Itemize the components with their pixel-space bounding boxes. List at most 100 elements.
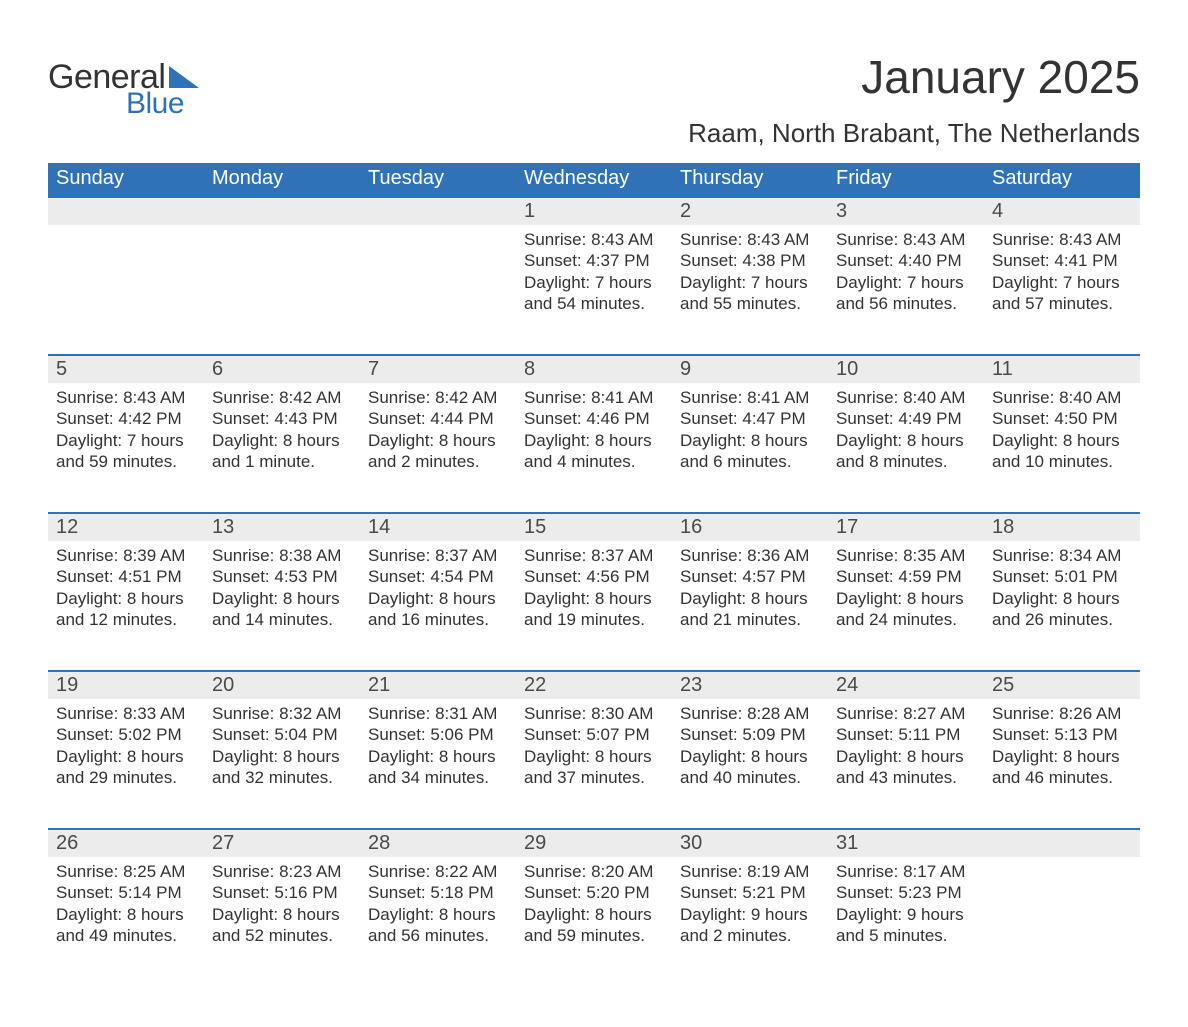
day-content-row: Sunrise: 8:39 AMSunset: 4:51 PMDaylight:… <box>48 541 1140 671</box>
sunset-line: Sunset: 5:21 PM <box>680 882 820 903</box>
daylight-line: Daylight: 8 hours and 46 minutes. <box>992 746 1132 789</box>
daylight-line: Daylight: 8 hours and 12 minutes. <box>56 588 196 631</box>
sunrise-line: Sunrise: 8:28 AM <box>680 703 820 724</box>
daylight-line: Daylight: 8 hours and 26 minutes. <box>992 588 1132 631</box>
sunset-line: Sunset: 4:49 PM <box>836 408 976 429</box>
daylight-line: Daylight: 8 hours and 43 minutes. <box>836 746 976 789</box>
day-content-cell: Sunrise: 8:27 AMSunset: 5:11 PMDaylight:… <box>828 699 984 829</box>
day-content-cell: Sunrise: 8:40 AMSunset: 4:49 PMDaylight:… <box>828 383 984 513</box>
daylight-line: Daylight: 8 hours and 1 minute. <box>212 430 352 473</box>
daylight-line: Daylight: 8 hours and 14 minutes. <box>212 588 352 631</box>
weekday-header-row: Sunday Monday Tuesday Wednesday Thursday… <box>48 163 1140 197</box>
sunrise-line: Sunrise: 8:38 AM <box>212 545 352 566</box>
day-content-cell <box>360 225 516 355</box>
weekday-header: Monday <box>204 163 360 197</box>
sunset-line: Sunset: 5:14 PM <box>56 882 196 903</box>
sunset-line: Sunset: 4:50 PM <box>992 408 1132 429</box>
daylight-line: Daylight: 8 hours and 24 minutes. <box>836 588 976 631</box>
day-content-cell: Sunrise: 8:17 AMSunset: 5:23 PMDaylight:… <box>828 857 984 987</box>
day-number-cell <box>984 829 1140 857</box>
day-content-row: Sunrise: 8:25 AMSunset: 5:14 PMDaylight:… <box>48 857 1140 987</box>
sunrise-line: Sunrise: 8:31 AM <box>368 703 508 724</box>
day-number-cell: 17 <box>828 513 984 541</box>
day-content-cell: Sunrise: 8:40 AMSunset: 4:50 PMDaylight:… <box>984 383 1140 513</box>
sunset-line: Sunset: 5:07 PM <box>524 724 664 745</box>
day-content-cell <box>204 225 360 355</box>
calendar-table: Sunday Monday Tuesday Wednesday Thursday… <box>48 163 1140 987</box>
day-number-cell: 8 <box>516 355 672 383</box>
daylight-line: Daylight: 8 hours and 40 minutes. <box>680 746 820 789</box>
sunrise-line: Sunrise: 8:40 AM <box>992 387 1132 408</box>
sunset-line: Sunset: 4:54 PM <box>368 566 508 587</box>
sunset-line: Sunset: 5:23 PM <box>836 882 976 903</box>
sunset-line: Sunset: 4:47 PM <box>680 408 820 429</box>
day-content-cell: Sunrise: 8:37 AMSunset: 4:56 PMDaylight:… <box>516 541 672 671</box>
day-number-cell: 11 <box>984 355 1140 383</box>
day-content-cell: Sunrise: 8:33 AMSunset: 5:02 PMDaylight:… <box>48 699 204 829</box>
sunrise-line: Sunrise: 8:27 AM <box>836 703 976 724</box>
day-content-cell: Sunrise: 8:41 AMSunset: 4:46 PMDaylight:… <box>516 383 672 513</box>
day-number-cell: 20 <box>204 671 360 699</box>
day-content-cell: Sunrise: 8:43 AMSunset: 4:37 PMDaylight:… <box>516 225 672 355</box>
sunset-line: Sunset: 4:57 PM <box>680 566 820 587</box>
sunrise-line: Sunrise: 8:23 AM <box>212 861 352 882</box>
day-content-cell: Sunrise: 8:19 AMSunset: 5:21 PMDaylight:… <box>672 857 828 987</box>
daylight-line: Daylight: 8 hours and 59 minutes. <box>524 904 664 947</box>
sunrise-line: Sunrise: 8:40 AM <box>836 387 976 408</box>
sunrise-line: Sunrise: 8:43 AM <box>992 229 1132 250</box>
sunset-line: Sunset: 5:11 PM <box>836 724 976 745</box>
weekday-header: Tuesday <box>360 163 516 197</box>
location-subtitle: Raam, North Brabant, The Netherlands <box>688 118 1140 149</box>
day-number-cell: 12 <box>48 513 204 541</box>
day-number-cell: 24 <box>828 671 984 699</box>
weekday-header: Sunday <box>48 163 204 197</box>
sunrise-line: Sunrise: 8:20 AM <box>524 861 664 882</box>
day-number-cell <box>48 197 204 225</box>
sunrise-line: Sunrise: 8:32 AM <box>212 703 352 724</box>
day-content-cell: Sunrise: 8:32 AMSunset: 5:04 PMDaylight:… <box>204 699 360 829</box>
daylight-line: Daylight: 8 hours and 34 minutes. <box>368 746 508 789</box>
day-content-cell: Sunrise: 8:42 AMSunset: 4:43 PMDaylight:… <box>204 383 360 513</box>
day-content-row: Sunrise: 8:33 AMSunset: 5:02 PMDaylight:… <box>48 699 1140 829</box>
daylight-line: Daylight: 9 hours and 2 minutes. <box>680 904 820 947</box>
sunset-line: Sunset: 4:42 PM <box>56 408 196 429</box>
day-number-cell: 13 <box>204 513 360 541</box>
sunset-line: Sunset: 4:38 PM <box>680 250 820 271</box>
day-number-cell: 14 <box>360 513 516 541</box>
sunset-line: Sunset: 4:43 PM <box>212 408 352 429</box>
sunrise-line: Sunrise: 8:26 AM <box>992 703 1132 724</box>
weekday-header: Thursday <box>672 163 828 197</box>
day-number-cell: 30 <box>672 829 828 857</box>
day-content-cell: Sunrise: 8:36 AMSunset: 4:57 PMDaylight:… <box>672 541 828 671</box>
day-content-cell: Sunrise: 8:38 AMSunset: 4:53 PMDaylight:… <box>204 541 360 671</box>
daylight-line: Daylight: 8 hours and 6 minutes. <box>680 430 820 473</box>
sunset-line: Sunset: 5:09 PM <box>680 724 820 745</box>
day-number-cell: 18 <box>984 513 1140 541</box>
sunrise-line: Sunrise: 8:35 AM <box>836 545 976 566</box>
logo-text-blue: Blue <box>126 87 184 121</box>
calendar-page: General Blue January 2025 Raam, North Br… <box>0 0 1188 1027</box>
day-content-cell: Sunrise: 8:26 AMSunset: 5:13 PMDaylight:… <box>984 699 1140 829</box>
day-content-cell: Sunrise: 8:35 AMSunset: 4:59 PMDaylight:… <box>828 541 984 671</box>
sunset-line: Sunset: 5:04 PM <box>212 724 352 745</box>
day-number-row: 12131415161718 <box>48 513 1140 541</box>
title-block: January 2025 Raam, North Brabant, The Ne… <box>688 40 1140 149</box>
day-number-cell: 2 <box>672 197 828 225</box>
weekday-header: Wednesday <box>516 163 672 197</box>
day-content-cell: Sunrise: 8:39 AMSunset: 4:51 PMDaylight:… <box>48 541 204 671</box>
logo: General Blue <box>48 40 205 121</box>
day-number-cell: 25 <box>984 671 1140 699</box>
day-content-cell: Sunrise: 8:31 AMSunset: 5:06 PMDaylight:… <box>360 699 516 829</box>
day-content-cell: Sunrise: 8:37 AMSunset: 4:54 PMDaylight:… <box>360 541 516 671</box>
daylight-line: Daylight: 8 hours and 2 minutes. <box>368 430 508 473</box>
day-content-cell: Sunrise: 8:43 AMSunset: 4:42 PMDaylight:… <box>48 383 204 513</box>
sunrise-line: Sunrise: 8:43 AM <box>56 387 196 408</box>
day-number-row: 567891011 <box>48 355 1140 383</box>
sunrise-line: Sunrise: 8:42 AM <box>368 387 508 408</box>
sunset-line: Sunset: 4:44 PM <box>368 408 508 429</box>
sunset-line: Sunset: 4:59 PM <box>836 566 976 587</box>
header-row: General Blue January 2025 Raam, North Br… <box>48 40 1140 149</box>
daylight-line: Daylight: 8 hours and 16 minutes. <box>368 588 508 631</box>
day-content-cell: Sunrise: 8:20 AMSunset: 5:20 PMDaylight:… <box>516 857 672 987</box>
daylight-line: Daylight: 7 hours and 56 minutes. <box>836 272 976 315</box>
